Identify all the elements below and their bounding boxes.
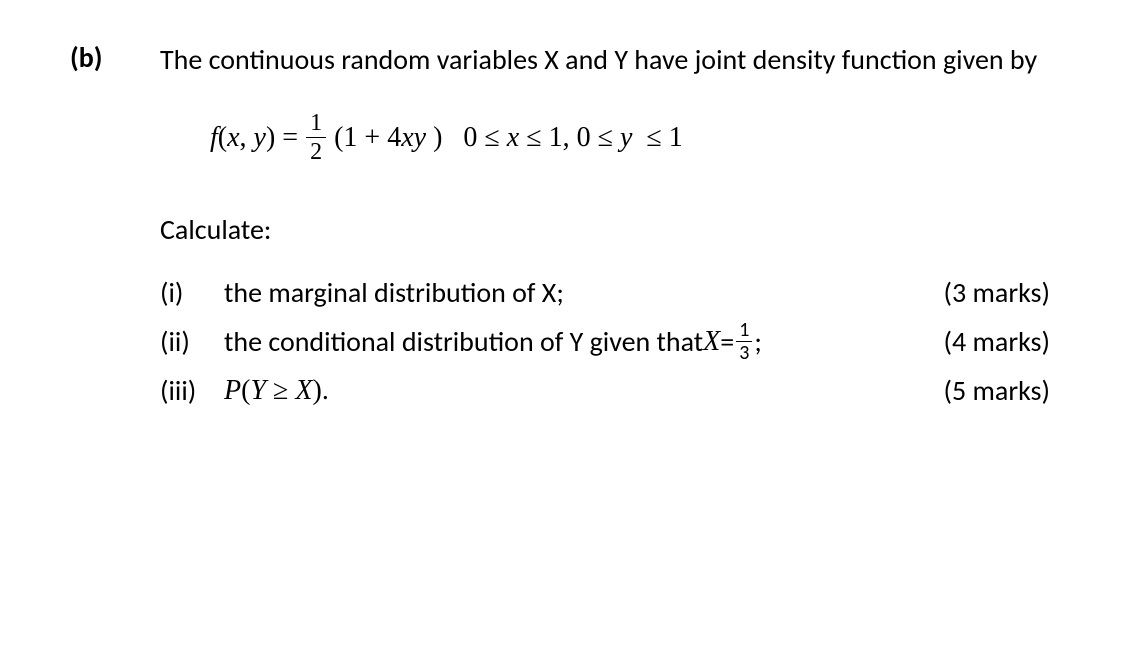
frac-denominator: 2	[306, 138, 326, 164]
subpart-label: (ii)	[160, 324, 224, 359]
subpart-marks: (3 marks)	[910, 275, 1050, 310]
subpart-ii: (ii) the conditional distribution of Y g…	[160, 320, 1050, 363]
subpart-text: the marginal distribution of X;	[224, 275, 910, 310]
subparts-list: (i) the marginal distribution of X; (3 m…	[160, 275, 1050, 408]
subpart-text: P(Y ≥ X).	[224, 375, 910, 407]
subpart-ii-suffix: ;	[754, 324, 762, 359]
frac-denominator: 3	[736, 342, 752, 363]
subpart-ii-fraction: 1 3	[736, 320, 752, 363]
frac-numerator: 1	[736, 320, 752, 342]
subpart-ii-prefix: the conditional distribution of Y given …	[224, 324, 703, 359]
subpart-text: the conditional distribution of Y given …	[224, 320, 910, 363]
subpart-ii-math-x: X	[703, 326, 720, 358]
part-label: (b)	[70, 40, 160, 418]
subpart-iii-math: P(Y ≥ X).	[224, 375, 329, 407]
formula: f(x, y) = 1 2 (1 + 4xy ) 0 ≤ x ≤ 1, 0 ≤ …	[210, 111, 1050, 164]
formula-range: 0 ≤ x ≤ 1, 0 ≤ y ≤ 1	[456, 122, 682, 154]
subpart-marks: (5 marks)	[910, 373, 1050, 408]
intro-text: The continuous random variables X and Y …	[160, 40, 1050, 79]
formula-rhs-paren: (1 + 4xy )	[334, 122, 442, 154]
subpart-iii: (iii) P(Y ≥ X). (5 marks)	[160, 373, 1050, 408]
formula-lhs: f(x, y) =	[210, 122, 298, 154]
subpart-label: (i)	[160, 275, 224, 310]
subpart-label: (iii)	[160, 373, 224, 408]
question-container: (b) The continuous random variables X an…	[0, 0, 1130, 458]
subpart-marks: (4 marks)	[910, 324, 1050, 359]
formula-fraction: 1 2	[306, 111, 326, 164]
subpart-ii-eq: =	[720, 324, 734, 359]
question-content: The continuous random variables X and Y …	[160, 40, 1050, 418]
calculate-label: Calculate:	[160, 212, 1050, 247]
subpart-i: (i) the marginal distribution of X; (3 m…	[160, 275, 1050, 310]
frac-numerator: 1	[306, 111, 326, 138]
